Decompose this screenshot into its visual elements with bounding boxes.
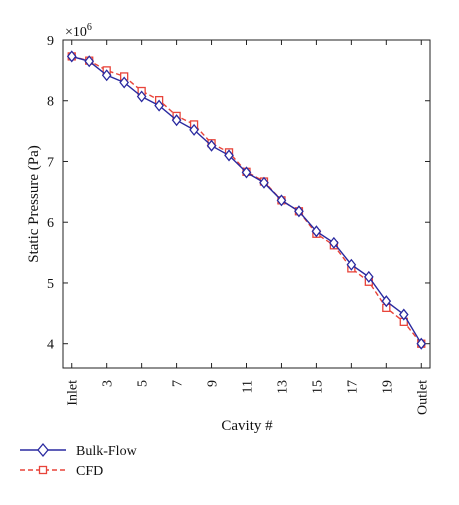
legend-item-bulk-flow: Bulk-Flow (20, 442, 138, 459)
data-point-bulk-flow (364, 270, 374, 283)
x-tick-label: 7 (171, 380, 186, 387)
data-point-bulk-flow (381, 295, 392, 308)
y-axis-ticks: 4 5 6 7 8 9 (47, 34, 430, 353)
y-axis-multiplier: ×106 (65, 22, 92, 40)
y-tick-label: 6 (47, 216, 54, 231)
data-point-bulk-flow (311, 225, 322, 238)
legend-item-cfd: CFD (20, 464, 103, 479)
x-tick-label: 9 (206, 380, 221, 387)
series-layer (66, 50, 427, 350)
series-cfd (67, 52, 426, 348)
y-tick-label: 8 (47, 95, 54, 110)
plot-area-frame (62, 39, 431, 369)
y-tick-label: 9 (47, 34, 54, 49)
data-point-bulk-flow (416, 337, 427, 350)
x-tick-label: Inlet (66, 380, 81, 406)
legend-marker-cfd (38, 465, 48, 475)
x-axis-ticks: Inlet 3 5 7 9 11 13 15 17 19 Outlet (66, 40, 430, 415)
legend-marker-bulk-flow (37, 442, 49, 458)
data-point-bulk-flow (84, 55, 95, 68)
data-point-bulk-flow (398, 308, 409, 321)
data-point-bulk-flow (276, 194, 287, 207)
data-point-bulk-flow (154, 99, 164, 112)
x-axis-title: Cavity # (221, 418, 273, 434)
y-axis-title: Static Pressure (Pa) (26, 145, 42, 262)
data-point-bulk-flow (329, 236, 339, 249)
data-point-bulk-flow (171, 114, 182, 127)
x-tick-label: 15 (310, 380, 325, 394)
data-point-bulk-flow (189, 123, 199, 136)
data-point-bulk-flow (259, 176, 269, 189)
legend-label-bulk-flow: Bulk-Flow (76, 444, 138, 459)
data-point-bulk-flow (101, 69, 112, 82)
data-point-bulk-flow (294, 205, 304, 218)
data-point-bulk-flow (206, 139, 217, 152)
legend-label-cfd: CFD (76, 464, 103, 479)
series-line-bulk-flow (71, 55, 422, 345)
series-bulk-flow (66, 50, 427, 350)
x-tick-label: 13 (275, 380, 290, 394)
data-point-bulk-flow (241, 166, 252, 179)
x-tick-label: 17 (345, 380, 360, 394)
x-tick-label: Outlet (415, 380, 430, 415)
series-line-cfd (71, 55, 422, 345)
data-point-bulk-flow (136, 90, 147, 103)
x-tick-label: 5 (136, 380, 151, 387)
legend: Bulk-Flow CFD (20, 442, 138, 479)
data-point-bulk-flow (66, 50, 77, 63)
x-tick-label: 19 (380, 380, 395, 394)
data-point-bulk-flow (346, 258, 357, 271)
data-point-bulk-flow (119, 76, 129, 89)
x-tick-label: 11 (241, 380, 256, 393)
x-tick-label: 3 (101, 380, 116, 387)
y-tick-label: 4 (47, 338, 54, 353)
data-point-bulk-flow (224, 149, 234, 162)
y-tick-label: 7 (47, 155, 54, 170)
y-tick-label: 5 (47, 277, 54, 292)
